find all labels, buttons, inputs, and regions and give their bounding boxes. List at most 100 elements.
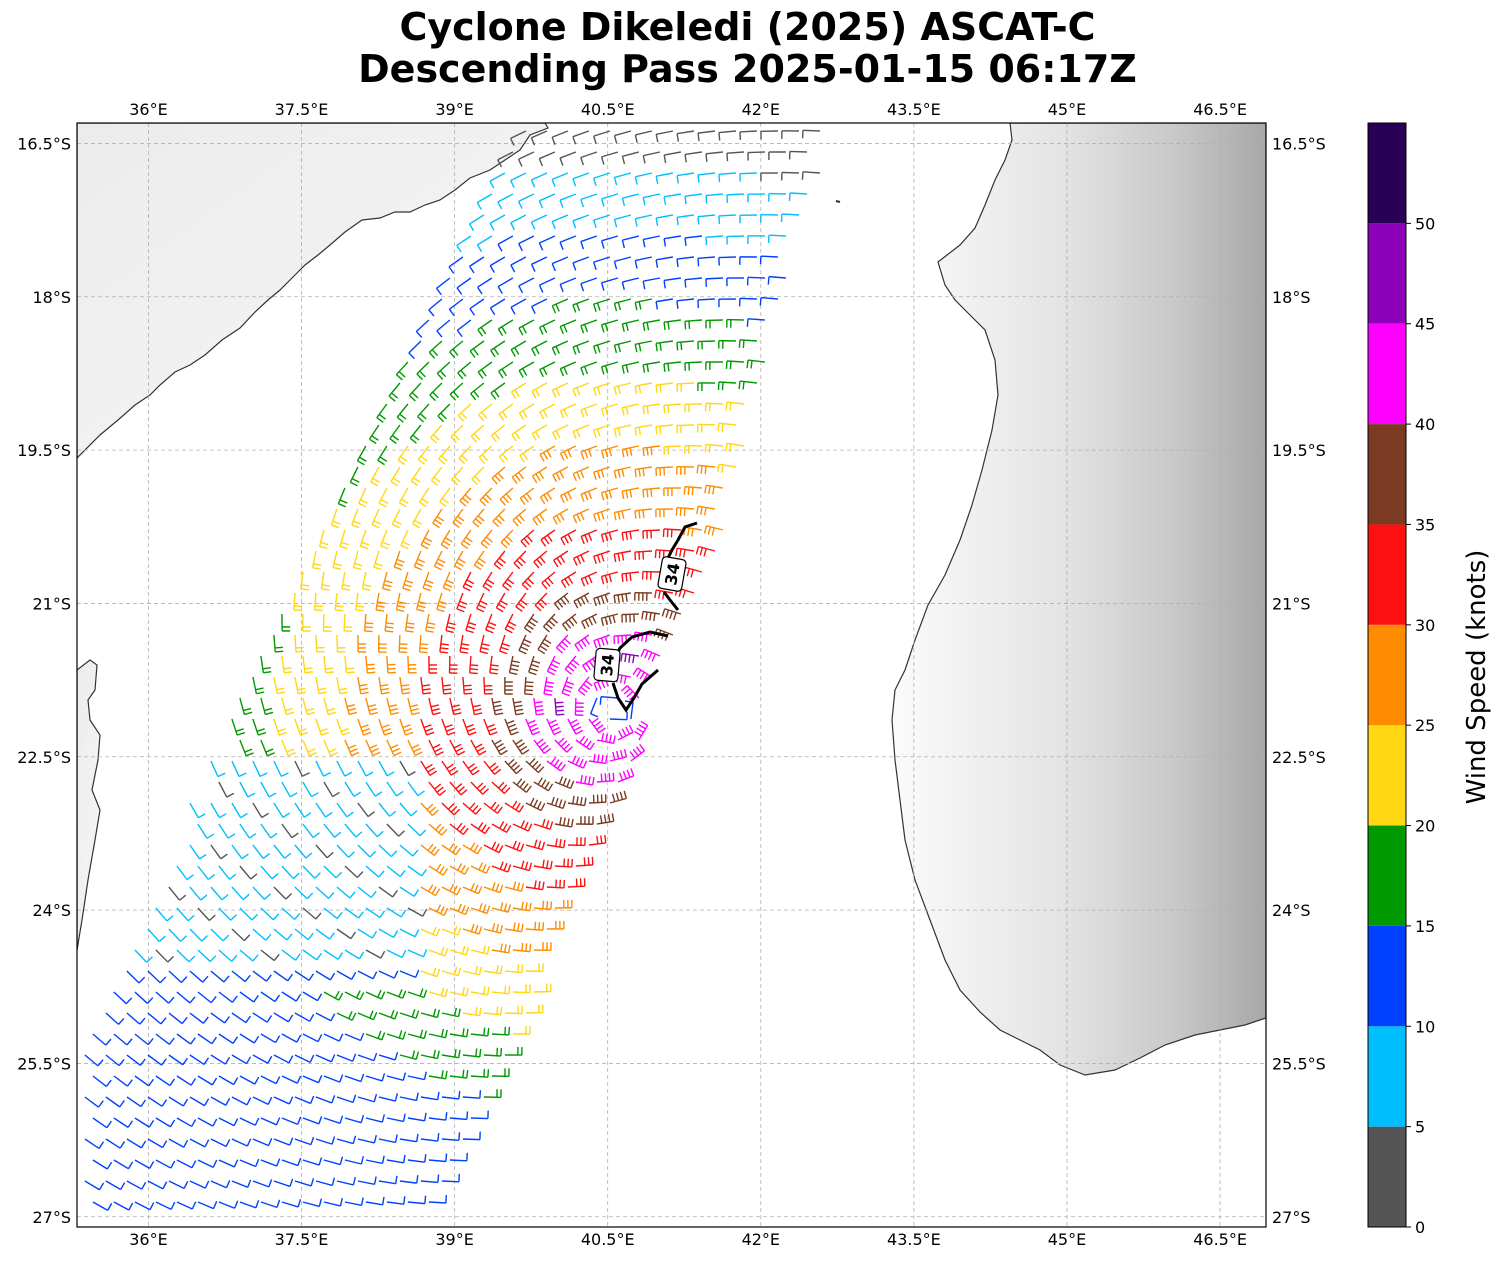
wind-barb (621, 403, 640, 416)
contour-label-south: 34 (593, 647, 621, 683)
wind-barb (510, 172, 527, 189)
wind-barb (479, 634, 490, 655)
wind-barb (663, 487, 681, 497)
wind-barb (420, 967, 441, 978)
wind-barb (168, 1054, 188, 1066)
wind-barb (399, 676, 411, 695)
colorbar-tick-label: 25 (1415, 716, 1435, 735)
wind-barb (533, 550, 548, 569)
wind-barb (538, 151, 556, 167)
wind-barb (676, 465, 694, 475)
wind-barb (281, 1157, 302, 1167)
wind-barb (323, 697, 337, 716)
chart-title-line-2: Descending Pass 2025-01-15 06:17Z (358, 47, 1137, 91)
colorbar-bin (1368, 123, 1406, 224)
wind-barb (600, 235, 619, 249)
wind-barb (357, 1135, 377, 1144)
wind-barb (600, 361, 619, 375)
wind-barb (407, 865, 427, 877)
wind-barb (518, 361, 535, 378)
wind-barb (420, 843, 440, 856)
wind-barb (323, 739, 339, 757)
wind-barb (491, 943, 511, 954)
wind-barb (294, 1054, 315, 1063)
wind-barb (302, 907, 322, 920)
wind-barb (554, 899, 573, 909)
wind-barb (357, 634, 367, 653)
wind-barb (580, 571, 598, 587)
wind-barb (439, 634, 449, 654)
wind-barb (525, 880, 545, 891)
wind-barb (441, 883, 462, 896)
wind-barb (449, 382, 464, 401)
wind-barb (560, 571, 577, 589)
wind-barb (390, 466, 401, 487)
wind-barb (370, 466, 380, 487)
wind-barb (294, 1012, 315, 1022)
wind-barb (336, 718, 351, 736)
wind-barb (168, 1138, 189, 1148)
wind-barb (676, 424, 694, 434)
wind-barb (596, 813, 615, 825)
wind-barb (399, 1009, 420, 1019)
wind-barb (683, 485, 702, 496)
wind-barb (456, 277, 472, 295)
wind-barb (551, 214, 569, 230)
wind-barb (497, 277, 514, 294)
wind-barb (600, 571, 619, 585)
wind-barb (512, 942, 532, 953)
wind-barb (551, 172, 569, 188)
wind-barb (378, 1134, 398, 1144)
wind-barb (551, 382, 569, 398)
wind-barb (523, 613, 539, 634)
wind-barb (407, 907, 428, 917)
wind-barb (621, 319, 640, 332)
wind-barb (704, 402, 723, 412)
wind-barb (231, 970, 251, 983)
wind-barb (323, 865, 343, 879)
wind-barb (540, 529, 556, 547)
wind-barb (407, 1154, 427, 1163)
wind-barb (210, 1138, 231, 1148)
chart-title-line-1: Cyclone Dikeledi (2025) ASCAT-C (399, 5, 1096, 49)
wind-barb (513, 550, 527, 570)
wind-barb (273, 928, 293, 941)
wind-barb (407, 949, 428, 958)
wind-barb (294, 760, 310, 777)
wind-barb (450, 424, 464, 444)
wind-barb (588, 834, 607, 846)
wind-barb (718, 214, 736, 224)
wind-barb (365, 1073, 386, 1082)
lon-tick-label-bottom: 36°E (129, 1230, 167, 1249)
wind-barb (500, 529, 514, 549)
wind-barb (600, 193, 619, 207)
wind-barb (553, 550, 569, 568)
wind-barb (357, 844, 377, 858)
lon-tick-label-bottom: 40.5°E (581, 1230, 635, 1249)
wind-barb (572, 130, 590, 145)
wind-barb (520, 529, 535, 548)
wind-barb (746, 276, 765, 286)
wind-barb (323, 1115, 344, 1124)
wind-barb (368, 424, 380, 445)
colorbar-tick-label: 5 (1415, 1118, 1425, 1137)
wind-barb (492, 508, 506, 528)
wind-barb (580, 193, 598, 208)
wind-barb (554, 697, 565, 716)
wind-barb (634, 424, 653, 436)
wind-barb (334, 592, 344, 612)
wind-barb (386, 1196, 406, 1205)
wind-barb (239, 991, 259, 1003)
wind-barb (567, 755, 588, 769)
wind-barb (477, 277, 493, 295)
wind-barb (575, 774, 595, 786)
wind-barb (302, 949, 322, 961)
wind-barb (676, 214, 695, 226)
wind-barb (428, 697, 441, 716)
lat-tick-label-right: 19.5°S (1272, 441, 1326, 460)
wind-barb (518, 634, 532, 655)
wind-barb (518, 277, 535, 294)
wind-barb (462, 718, 477, 736)
wind-barb (105, 1096, 125, 1108)
wind-barb (451, 466, 464, 486)
